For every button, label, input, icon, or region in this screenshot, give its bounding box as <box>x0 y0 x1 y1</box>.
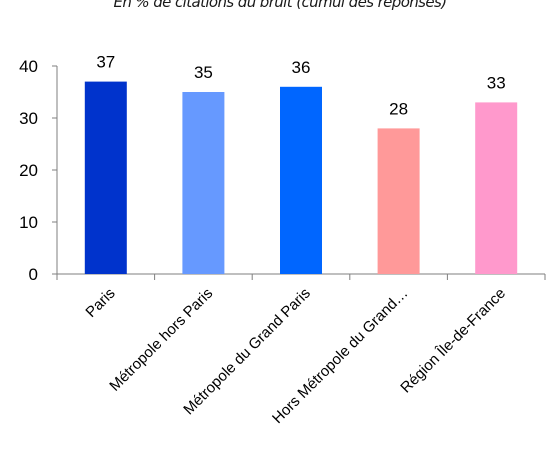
bar <box>280 86 322 274</box>
bar <box>84 81 127 274</box>
y-tick-label: 30 <box>19 109 38 128</box>
data-label: 33 <box>487 73 506 92</box>
x-category-label: Région Île-de-France <box>397 285 509 397</box>
bar <box>475 102 518 275</box>
x-category-label: Métropole hors Paris <box>106 285 216 395</box>
bar <box>377 128 420 274</box>
data-label: 37 <box>96 53 115 72</box>
data-label: 35 <box>194 63 213 82</box>
bar <box>182 92 225 274</box>
y-tick-label: 10 <box>19 213 38 232</box>
x-category-label: Paris <box>82 285 118 321</box>
chart-subtitle: En % de citations du bruit (cumul des ré… <box>113 0 447 11</box>
y-tick-label: 40 <box>19 57 38 76</box>
chart-bars <box>84 81 518 275</box>
data-label: 28 <box>389 99 408 118</box>
chart-axes: 0 10 20 30 40 <box>19 57 546 284</box>
y-tick-label: 20 <box>19 161 38 180</box>
data-label: 36 <box>292 58 311 77</box>
y-tick-label: 0 <box>29 265 38 284</box>
